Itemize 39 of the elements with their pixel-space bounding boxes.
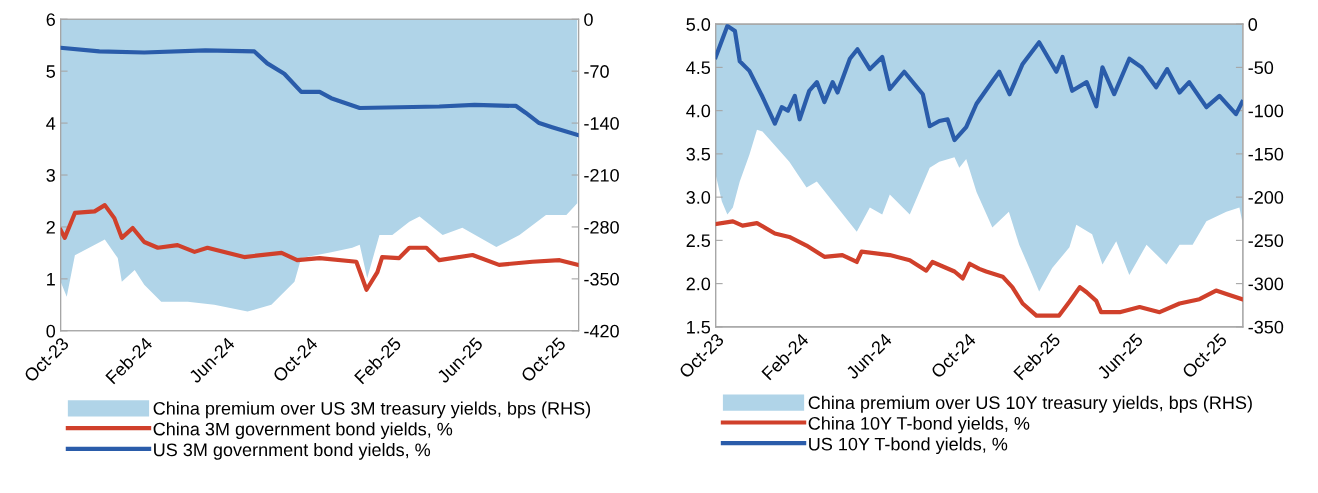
line-series (60, 203, 579, 292)
y2-tick-label: -70 (584, 65, 609, 78)
y2-tick-label: -100 (1248, 104, 1284, 118)
y-tick-label: 3 (46, 168, 55, 182)
y-tick-label: 5 (46, 65, 56, 78)
y-tick-label: 1 (47, 272, 55, 286)
y2-tick-label: -50 (1248, 61, 1274, 75)
legend-label: China premium over US 3M treasury yields, bps (RHS) (153, 401, 591, 419)
y-tick-label: 6 (46, 13, 55, 26)
y2-tick-label: -280 (584, 220, 619, 234)
y2-tick-label: -140 (584, 117, 619, 130)
y2-tick-label: -300 (1248, 277, 1284, 291)
y-tick-label: 1.5 (687, 320, 711, 334)
y2-tick-label: -150 (1248, 147, 1284, 161)
y-tick-label: 4 (46, 117, 56, 130)
y-tick-label: 3.5 (686, 147, 711, 161)
legend-label: China 3M government bond yields, % (153, 422, 453, 440)
line-series (60, 45, 579, 138)
y2-tick-label: -210 (584, 168, 619, 182)
y-tick-label: 3.0 (686, 191, 711, 204)
legend-label: China premium over US 10Y treasury yields, bps (RHS) (808, 395, 1252, 413)
legend-label: US 3M government bond yields, % (154, 442, 431, 460)
y-tick-label: 4.0 (686, 104, 711, 118)
y2-tick-label: 0 (584, 13, 593, 26)
y-tick-label: 0 (46, 324, 56, 338)
y2-tick-label: -350 (584, 272, 619, 286)
y-tick-label: 2 (46, 220, 55, 234)
y-tick-label: 4.5 (686, 61, 711, 75)
y2-tick-label: -200 (1248, 191, 1284, 204)
legend-label: China 10Y T-bond yields, % (808, 416, 1030, 434)
y-tick-label: 2.5 (686, 234, 711, 248)
legend-label: US 10Y T-bond yields, % (809, 437, 1008, 455)
y2-tick-label: -420 (584, 324, 619, 338)
line-series (715, 219, 1243, 318)
y2-tick-label: -350 (1248, 320, 1284, 334)
y2-tick-label: -250 (1248, 234, 1284, 248)
y-tick-label: 5.0 (686, 18, 711, 31)
y-tick-label: 2.0 (686, 277, 711, 291)
y2-tick-label: 0 (1248, 18, 1258, 31)
